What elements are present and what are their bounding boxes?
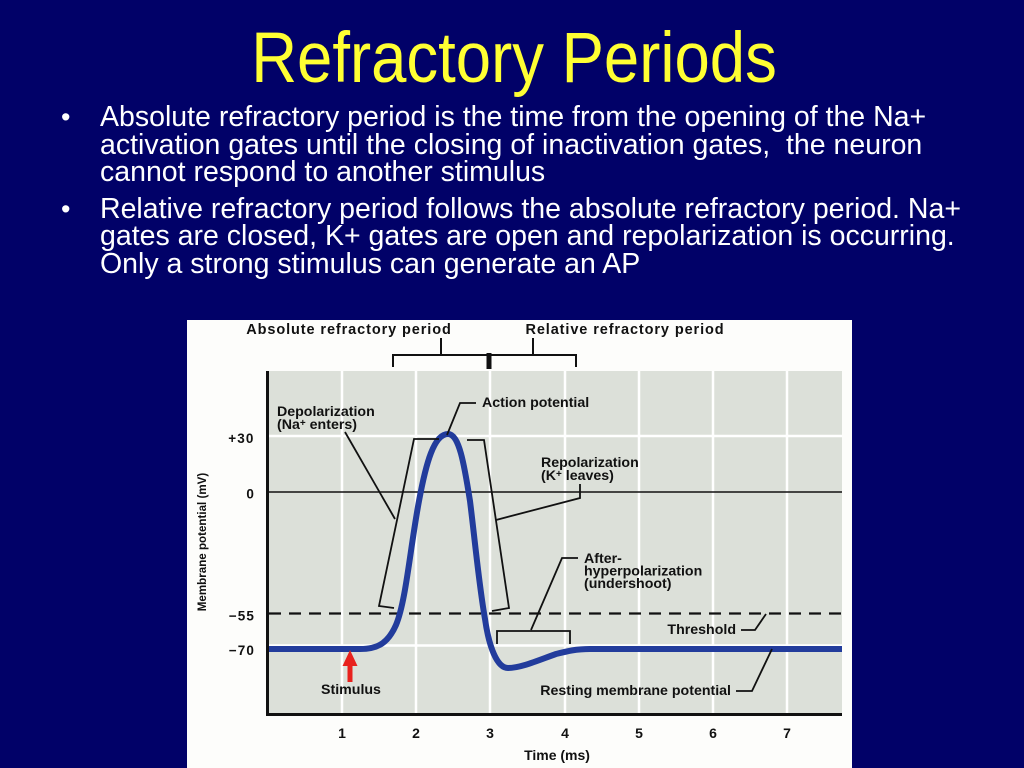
svg-text:5: 5: [635, 725, 643, 741]
svg-text:After-: After-: [584, 551, 622, 567]
svg-text:Membrane potential (mV): Membrane potential (mV): [196, 473, 209, 612]
svg-text:hyperpolarization: hyperpolarization: [584, 564, 702, 580]
svg-text:0: 0: [246, 487, 255, 502]
svg-text:−55: −55: [229, 609, 255, 624]
svg-text:Stimulus: Stimulus: [321, 682, 381, 698]
svg-text:Time (ms): Time (ms): [524, 747, 590, 763]
svg-text:3: 3: [486, 725, 494, 741]
svg-text:(undershoot): (undershoot): [584, 576, 672, 592]
svg-text:7: 7: [783, 725, 791, 741]
svg-text:(Na+ enters): (Na+ enters): [277, 417, 357, 433]
svg-text:2: 2: [412, 725, 420, 741]
svg-text:Depolarization: Depolarization: [277, 404, 375, 420]
svg-text:−70: −70: [229, 643, 255, 658]
svg-text:Action potential: Action potential: [482, 395, 589, 411]
svg-text:Threshold: Threshold: [667, 622, 736, 638]
svg-text:+30: +30: [228, 431, 254, 446]
svg-text:1: 1: [338, 725, 346, 741]
svg-text:(K+ leaves): (K+ leaves): [541, 468, 614, 484]
svg-text:6: 6: [709, 725, 717, 741]
svg-text:Repolarization: Repolarization: [541, 455, 639, 471]
svg-text:4: 4: [561, 725, 569, 741]
svg-text:Resting membrane potential: Resting membrane potential: [540, 683, 731, 699]
svg-text:Absolute refractory period: Absolute refractory period: [246, 322, 452, 338]
svg-text:Relative refractory period: Relative refractory period: [525, 322, 724, 338]
